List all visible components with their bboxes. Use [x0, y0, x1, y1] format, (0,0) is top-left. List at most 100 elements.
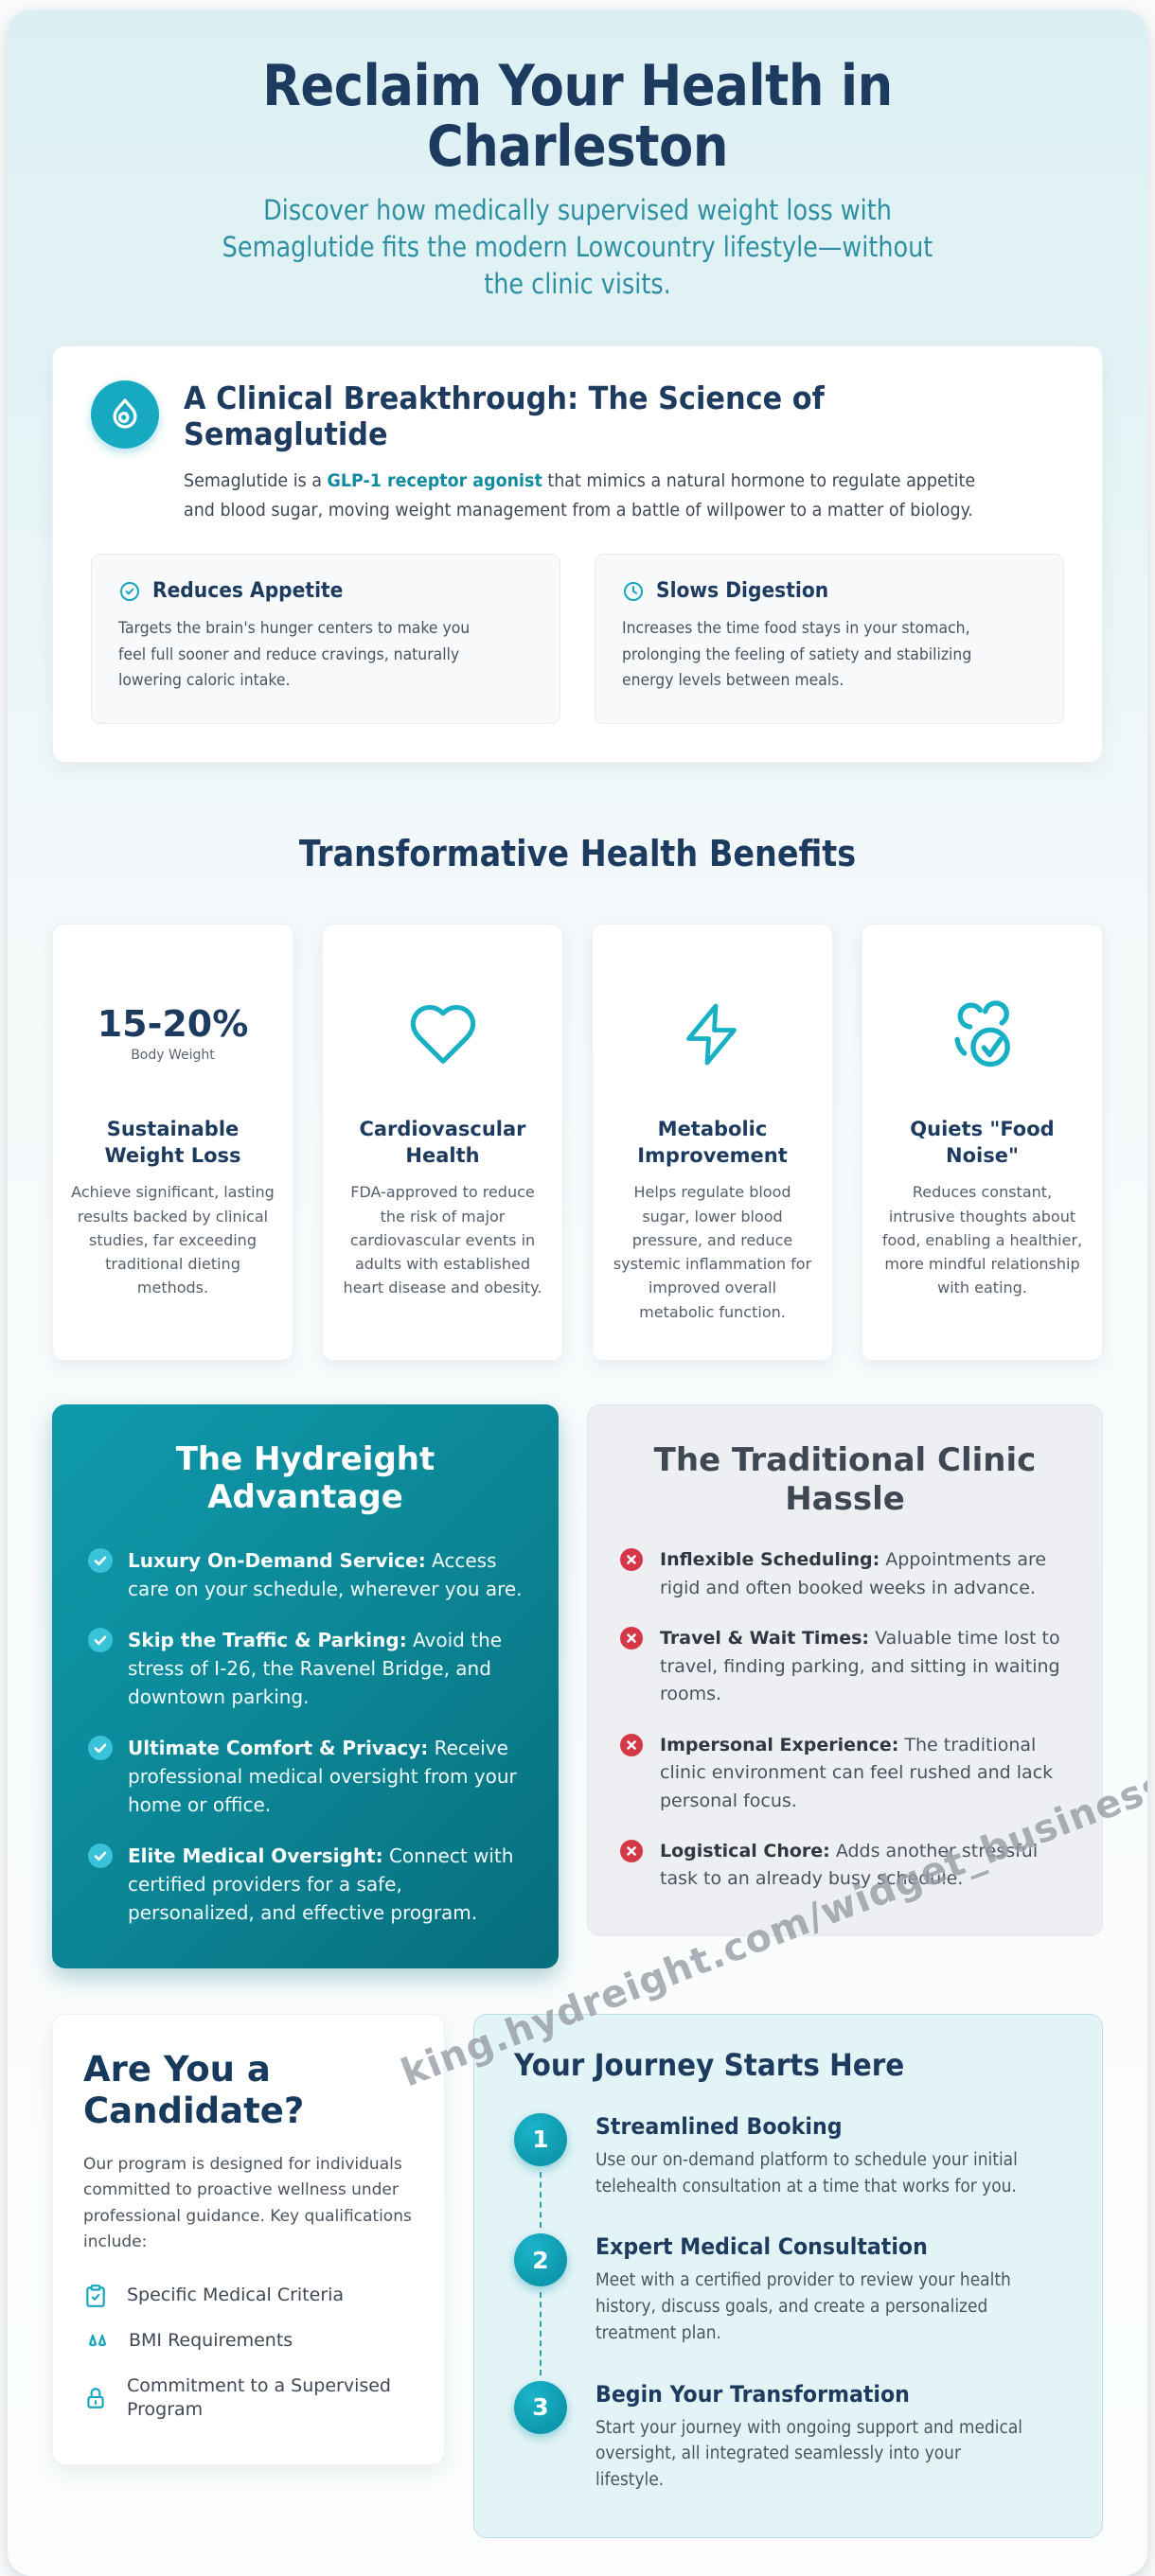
journey-title: Your Journey Starts Here	[514, 2046, 905, 2083]
feature-body: Targets the brain's hunger centers to ma…	[118, 619, 471, 691]
flame-droplet-icon	[91, 379, 159, 449]
page-title: Reclaim Your Health in Charleston	[116, 56, 1040, 180]
hassle-item-text: Impersonal Experience: The traditional c…	[660, 1732, 1070, 1815]
hassle-item-body: Valuable time lost to travel, finding pa…	[660, 1628, 1060, 1705]
candidate-item-label: Commitment to a Supervised Program	[127, 2374, 391, 2421]
advantage-item-label: Luxury On-Demand Service:	[128, 1548, 426, 1572]
feature-title: Reduces Appetite	[152, 579, 344, 604]
candidate-body: Our program is designed for individuals …	[83, 2155, 412, 2251]
check-badge-icon	[88, 1843, 113, 1868]
lock-icon	[83, 2386, 110, 2410]
benefits-grid: 15-20% Body Weight Sustainable Weight Lo…	[52, 923, 1103, 1361]
benefit-card-weight-loss: 15-20% Body Weight Sustainable Weight Lo…	[52, 923, 293, 1361]
hassle-item: Travel & Wait Times: Valuable time lost …	[620, 1625, 1070, 1708]
benefit-body: Reduces constant, intrusive thoughts abo…	[881, 1183, 1083, 1297]
candidate-title-line1: Are You a	[83, 2048, 271, 2090]
benefit-body: FDA-approved to reduce the risk of major…	[343, 1183, 542, 1297]
hassle-item: Logistical Chore: Adds another stressful…	[620, 1838, 1070, 1894]
feature-body: Increases the time food stays in your st…	[622, 619, 972, 691]
x-badge-icon	[620, 1839, 645, 1864]
candidate-title-line2: Candidate?	[83, 2090, 305, 2131]
hassle-item-label: Logistical Chore:	[660, 1840, 830, 1861]
check-badge-icon	[88, 1735, 113, 1760]
page-subtitle: Discover how medically supervised weight…	[222, 194, 933, 301]
hassle-item-label: Inflexible Scheduling:	[660, 1549, 880, 1571]
hassle-item-body: Appointments are rigid and often booked …	[660, 1549, 1047, 1598]
candidate-item: Commitment to a Supervised Program	[83, 2374, 414, 2423]
lightning-icon	[610, 985, 815, 1084]
advantage-item-body: Access care on your schedule, wherever y…	[128, 1548, 523, 1600]
benefit-title: Quiets "Food Noise"	[910, 1117, 1055, 1167]
advantage-card: The Hydreight Advantage Luxury On-Demand…	[52, 1403, 559, 1968]
hassle-item-text: Inflexible Scheduling: Appointments are …	[660, 1546, 1070, 1602]
hassle-title: The Traditional Clinic Hassle	[653, 1440, 1037, 1518]
stat-value: 15-20%	[97, 1002, 249, 1045]
advantage-item-body: Avoid the stress of I-26, the Ravenel Br…	[128, 1628, 503, 1708]
page-title-line2: Charleston	[426, 113, 729, 180]
hassle-item-label: Travel & Wait Times:	[660, 1628, 870, 1650]
benefit-body: Achieve significant, lasting results bac…	[71, 1183, 275, 1297]
journey-step-2: 2 Expert Medical Consultation Meet with …	[514, 2233, 1062, 2375]
science-card: A Clinical Breakthrough: The Science of …	[52, 344, 1103, 763]
advantage-item: Elite Medical Oversight: Connect with ce…	[88, 1842, 523, 1927]
check-badge-icon	[88, 1547, 113, 1573]
x-badge-icon	[620, 1733, 645, 1758]
hassle-item-body: The traditional clinic environment can f…	[660, 1734, 1054, 1811]
advantage-item: Ultimate Comfort & Privacy: Receive prof…	[88, 1734, 523, 1819]
journey-card: Your Journey Starts Here 1 Streamlined B…	[473, 2013, 1103, 2538]
step-number-badge: 1	[514, 2112, 567, 2166]
advantage-item-label: Elite Medical Oversight:	[128, 1844, 383, 1867]
feature-card-slows-digestion: Slows Digestion Increases the time food …	[595, 554, 1064, 724]
step-body: Meet with a certified provider to review…	[595, 2270, 1011, 2343]
advantage-item-label: Ultimate Comfort & Privacy:	[128, 1736, 429, 1759]
science-intro-highlight: GLP-1 receptor agonist	[327, 470, 542, 492]
clock-icon	[622, 580, 645, 603]
clipboard-check-icon	[83, 2284, 110, 2308]
step-title: Begin Your Transformation	[595, 2380, 910, 2408]
brain-icon	[880, 985, 1085, 1084]
advantage-title: The Hydreight Advantage	[175, 1439, 435, 1516]
benefit-title: Cardiovascular Health	[359, 1117, 526, 1167]
advantage-item: Luxury On-Demand Service: Access care on…	[88, 1546, 523, 1603]
feature-card-reduces-appetite: Reduces Appetite Targets the brain's hun…	[91, 554, 560, 724]
benefit-body: Helps regulate blood sugar, lower blood …	[613, 1183, 812, 1321]
candidate-item-label: Specific Medical Criteria	[127, 2285, 345, 2306]
advantage-item-body: Receive professional medical oversight f…	[128, 1736, 517, 1816]
advantage-item-body: Connect with certified providers for a s…	[128, 1844, 514, 1924]
benefit-card-cardio: Cardiovascular Health FDA-approved to re…	[322, 923, 563, 1361]
advantage-item-label: Skip the Traffic & Parking:	[128, 1628, 407, 1651]
hassle-item-text: Travel & Wait Times: Valuable time lost …	[660, 1625, 1070, 1708]
stat-block: 15-20% Body Weight	[98, 1006, 249, 1063]
scale-icon	[83, 2332, 112, 2351]
science-intro: Semaglutide is a GLP-1 receptor agonist …	[184, 467, 994, 525]
science-intro-suffix: that mimics a natural hormone to regulat…	[184, 470, 976, 521]
x-badge-icon	[620, 1627, 645, 1651]
advantage-item: Skip the Traffic & Parking: Avoid the st…	[88, 1626, 523, 1711]
candidate-item-label: BMI Requirements	[129, 2329, 293, 2351]
hassle-card: The Traditional Clinic Hassle Inflexible…	[587, 1403, 1103, 1936]
check-circle-icon	[118, 580, 141, 603]
advantage-item-text: Luxury On-Demand Service: Access care on…	[128, 1546, 523, 1603]
journey-step-3: 3 Begin Your Transformation Start your j…	[514, 2380, 1062, 2494]
feature-title: Slows Digestion	[656, 579, 829, 604]
page-title-line1: Reclaim Your Health in	[262, 53, 893, 119]
step-title: Expert Medical Consultation	[595, 2233, 928, 2261]
candidate-card: Are You a Candidate? Our program is desig…	[52, 2013, 445, 2465]
science-intro-prefix: Semaglutide is a	[184, 470, 328, 492]
heart-icon	[340, 985, 545, 1084]
x-badge-icon	[620, 1548, 645, 1573]
landing-page: Reclaim Your Health in Charleston Discove…	[8, 9, 1147, 2576]
candidate-item: Specific Medical Criteria	[83, 2284, 414, 2308]
benefit-title: Sustainable Weight Loss	[104, 1117, 241, 1167]
step-body: Start your journey with ongoing support …	[595, 2417, 1023, 2491]
step-body: Use our on-demand platform to schedule y…	[595, 2149, 1018, 2197]
advantage-item-text: Elite Medical Oversight: Connect with ce…	[128, 1842, 523, 1927]
advantage-item-text: Ultimate Comfort & Privacy: Receive prof…	[128, 1734, 523, 1819]
step-number-badge: 3	[514, 2380, 567, 2434]
benefit-card-food-noise: Quiets "Food Noise" Reduces constant, in…	[862, 923, 1103, 1361]
hassle-item: Impersonal Experience: The traditional c…	[620, 1732, 1070, 1815]
step-number-badge: 2	[514, 2233, 567, 2287]
hero-section: Reclaim Your Health in Charleston Discove…	[52, 44, 1103, 304]
hassle-item: Inflexible Scheduling: Appointments are …	[620, 1546, 1070, 1602]
advantage-item-text: Skip the Traffic & Parking: Avoid the st…	[128, 1626, 523, 1711]
